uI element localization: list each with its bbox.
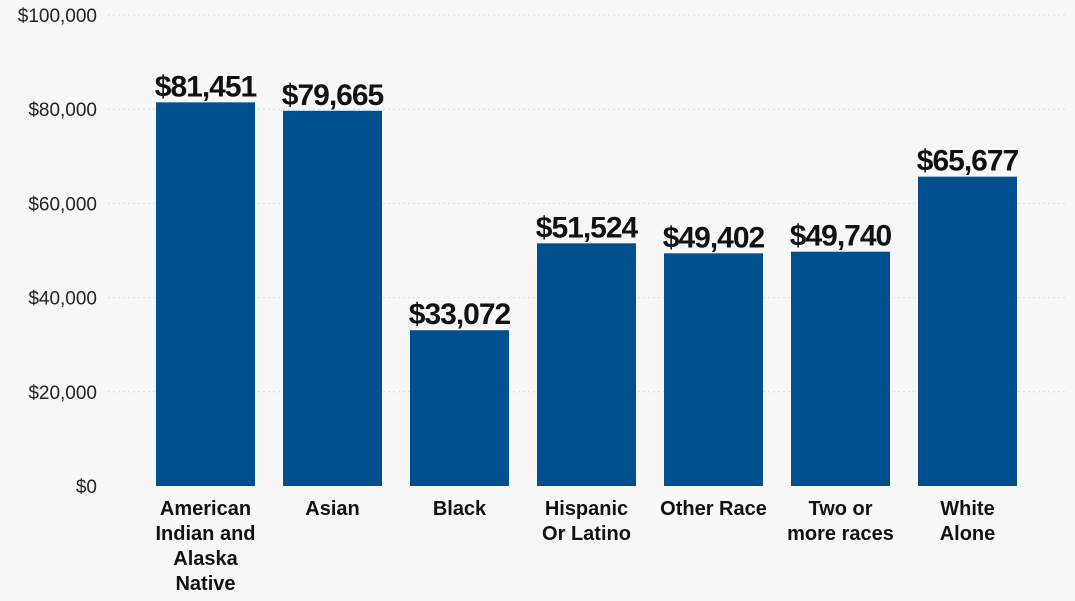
x-tick-label-line: Other Race — [660, 498, 767, 520]
y-tick-label: $20,000 — [28, 383, 97, 404]
data-label: $65,677 — [917, 145, 1019, 178]
bar — [156, 102, 255, 487]
y-tick-label: $100,000 — [18, 6, 97, 27]
x-tick-label: Black — [433, 498, 487, 520]
data-label: $33,072 — [409, 298, 511, 331]
x-tick-label: Hispanic Or Latino — [542, 498, 631, 545]
bars — [156, 102, 1017, 487]
data-label: $81,451 — [155, 70, 257, 103]
x-tick-label-line: Or Latino — [542, 523, 631, 545]
x-tick-label-line: more races — [787, 523, 894, 545]
data-label: $49,402 — [663, 221, 765, 254]
y-tick-label: $40,000 — [28, 289, 97, 310]
x-tick-label-line: Two or — [808, 498, 872, 520]
x-tick-label-line: Black — [433, 498, 487, 520]
bar — [664, 253, 763, 486]
y-tick-label: $0 — [76, 477, 97, 498]
x-tick-label: American Indian and Alaska Native — [156, 498, 256, 595]
x-tick-label: Two or more races — [787, 498, 894, 545]
bar — [537, 243, 636, 486]
data-label: $79,665 — [282, 79, 384, 112]
data-label: $51,524 — [536, 211, 639, 244]
x-tick-label-line: Asian — [305, 498, 359, 520]
x-tick-label-line: Indian and — [156, 523, 256, 545]
x-tick-label-line: White — [940, 498, 994, 520]
y-axis: $0 $20,000 $40,000 $60,000 $80,000 $100,000 — [18, 6, 97, 498]
x-tick-label-line: American — [160, 498, 251, 520]
x-tick-label-line: Alaska — [173, 548, 238, 570]
x-tick-label-line: Native — [175, 573, 235, 595]
y-tick-label: $60,000 — [28, 194, 97, 215]
data-label: $49,740 — [790, 220, 892, 253]
bar — [791, 251, 890, 486]
x-tick-label: Other Race — [660, 498, 767, 520]
x-tick-label: White Alone — [940, 498, 996, 545]
bar — [918, 176, 1017, 487]
bar — [410, 330, 509, 486]
y-tick-label: $80,000 — [28, 100, 97, 121]
x-tick-label: Asian — [305, 498, 359, 520]
bar — [283, 110, 382, 487]
x-tick-label-line: Hispanic — [545, 498, 628, 520]
data-labels: $81,451 $79,665 $33,072 $51,524 $49,402 $49,7… — [155, 70, 1020, 331]
x-tick-label-line: Alone — [940, 523, 996, 545]
x-axis: American Indian and Alaska Native Asian Black… — [156, 498, 996, 595]
